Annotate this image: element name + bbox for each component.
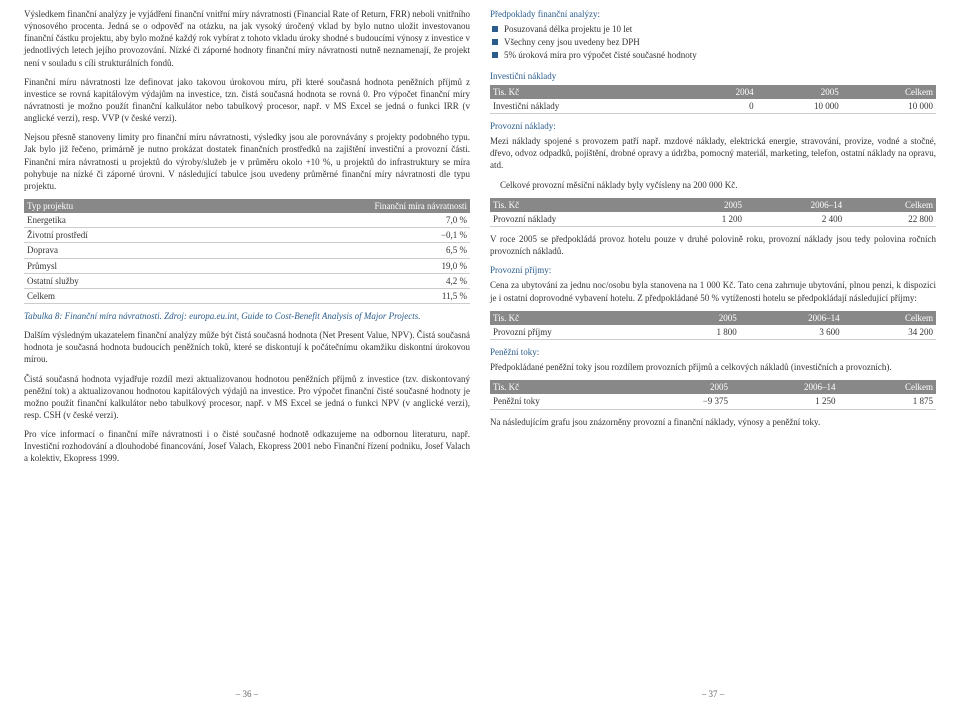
table-header: 2005 [641, 380, 731, 394]
operating-costs-text2: Celkové provozní měsíční náklady byly vy… [490, 179, 936, 191]
operating-revenue-table: Tis. Kč 2005 2006–14 Celkem Provozní pří… [490, 311, 936, 340]
operating-costs-table: Tis. Kč 2005 2006–14 Celkem Provozní nák… [490, 198, 936, 227]
table-header: Finanční míra návratnosti [204, 199, 470, 213]
table-row: Průmysl19,0 % [24, 258, 470, 273]
table-row: Životní prostředí−0,1 % [24, 228, 470, 243]
left-p5: Čistá současná hodnota vyjadřuje rozdíl … [24, 373, 470, 422]
left-p2: Finanční míru návratnosti lze definovat … [24, 76, 470, 125]
operating-costs-text3: V roce 2005 se předpokládá provoz hotelu… [490, 233, 936, 257]
table-header: 2006–14 [731, 380, 839, 394]
left-p4: Dalším výsledným ukazatelem finanční ana… [24, 329, 470, 365]
table-header: Tis. Kč [490, 311, 668, 325]
assumptions-title: Předpoklady finanční analýzy: [490, 8, 936, 20]
assumption-item: Všechny ceny jsou uvedeny bez DPH [490, 36, 936, 48]
table-row: Ostatní služby4,2 % [24, 273, 470, 288]
table-header: 2005 [757, 85, 842, 99]
table-row: Doprava6,5 % [24, 243, 470, 258]
cash-flow-text2: Na následujícím grafu jsou znázorněny pr… [490, 416, 936, 428]
table-header: Celkem [843, 311, 936, 325]
assumption-item: Posuzovaná délka projektu je 10 let [490, 23, 936, 35]
assumption-item: 5% úroková míra pro výpočet čisté součas… [490, 49, 936, 61]
operating-revenue-text: Cena za ubytování za jednu noc/osobu byl… [490, 279, 936, 303]
operating-costs-text: Mezi náklady spojené s provozem patří na… [490, 135, 936, 171]
table-header: Tis. Kč [490, 380, 641, 394]
table-header: Typ projektu [24, 199, 204, 213]
left-p6: Pro více informací o finanční míře návra… [24, 428, 470, 464]
right-column: Předpoklady finanční analýzy: Posuzovaná… [480, 8, 946, 700]
page-number-right: – 37 – [490, 688, 936, 700]
operating-revenue-title: Provozní příjmy: [490, 264, 936, 276]
table-header: 2006–14 [740, 311, 843, 325]
table-header: Tis. Kč [490, 198, 675, 212]
table-row: Celkem11,5 % [24, 288, 470, 303]
left-column: Výsledkem finanční analýzy je vyjádření … [14, 8, 480, 700]
table-row: Investiční náklady 0 10 000 10 000 [490, 99, 936, 114]
table-header: Celkem [839, 380, 936, 394]
operating-costs-title: Provozní náklady: [490, 120, 936, 132]
table-caption: Tabulka 8: Finanční míra návratnosti. Zd… [24, 310, 470, 322]
table-row: Energetika7,0 % [24, 213, 470, 228]
table-header: Tis. Kč [490, 85, 690, 99]
table-header: Celkem [845, 198, 936, 212]
table-row: Provozní náklady 1 200 2 400 22 800 [490, 212, 936, 227]
table-header: 2006–14 [745, 198, 845, 212]
investment-costs-title: Investiční náklady [490, 70, 936, 82]
cash-flow-text: Předpokládané peněžní toky jsou rozdílem… [490, 361, 936, 373]
table-header: 2005 [668, 311, 740, 325]
cash-flow-table: Tis. Kč 2005 2006–14 Celkem Peněžní toky… [490, 380, 936, 409]
investment-costs-table: Tis. Kč 2004 2005 Celkem Investiční nákl… [490, 85, 936, 114]
table-row: Provozní příjmy 1 800 3 600 34 200 [490, 325, 936, 340]
page-number-left: – 36 – [24, 688, 470, 700]
left-p3: Nejsou přesně stanoveny limity pro finan… [24, 131, 470, 192]
rate-of-return-table: Typ projektu Finanční míra návratnosti E… [24, 199, 470, 304]
left-p1: Výsledkem finanční analýzy je vyjádření … [24, 8, 470, 69]
cash-flow-title: Peněžní toky: [490, 346, 936, 358]
assumptions-list: Posuzovaná délka projektu je 10 let Všec… [490, 23, 936, 62]
table-header: 2004 [690, 85, 756, 99]
table-row: Peněžní toky −9 375 1 250 1 875 [490, 394, 936, 409]
table-header: Celkem [842, 85, 936, 99]
table-header: 2005 [675, 198, 745, 212]
